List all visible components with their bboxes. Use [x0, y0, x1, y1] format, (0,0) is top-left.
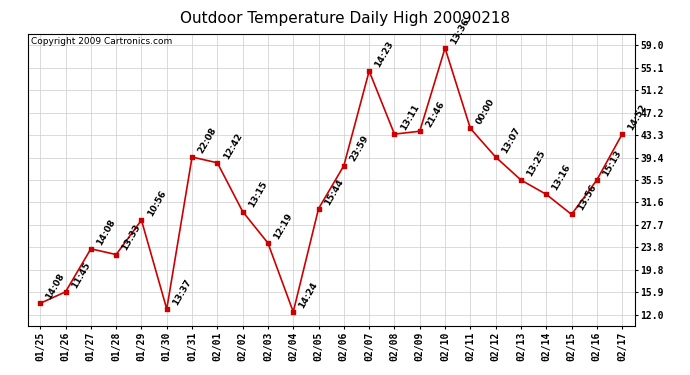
Point	[313, 206, 324, 212]
Text: 13:11: 13:11	[399, 103, 421, 132]
Text: 22:08: 22:08	[196, 126, 218, 155]
Point	[161, 306, 172, 312]
Point	[541, 191, 552, 197]
Text: 13:33: 13:33	[120, 223, 142, 252]
Point	[617, 131, 628, 137]
Point	[262, 240, 273, 246]
Text: 00:00: 00:00	[475, 98, 496, 126]
Text: 13:25: 13:25	[525, 148, 547, 178]
Text: 23:59: 23:59	[348, 134, 371, 164]
Text: 13:07: 13:07	[500, 126, 522, 155]
Point	[86, 246, 97, 252]
Point	[212, 160, 223, 166]
Text: 13:16: 13:16	[551, 163, 573, 192]
Point	[440, 45, 451, 51]
Point	[60, 289, 71, 295]
Text: Outdoor Temperature Daily High 20090218: Outdoor Temperature Daily High 20090218	[180, 11, 510, 26]
Text: 10:56: 10:56	[146, 189, 168, 218]
Text: 21:46: 21:46	[424, 100, 446, 129]
Text: 14:24: 14:24	[297, 280, 319, 310]
Text: 13:36: 13:36	[449, 16, 471, 46]
Point	[34, 300, 46, 306]
Text: 14:52: 14:52	[627, 102, 649, 132]
Text: 12:42: 12:42	[221, 131, 244, 160]
Text: 14:23: 14:23	[373, 39, 395, 69]
Point	[515, 177, 526, 183]
Text: 13:15: 13:15	[247, 180, 269, 209]
Point	[110, 252, 121, 258]
Point	[591, 177, 602, 183]
Point	[364, 68, 375, 74]
Point	[389, 131, 400, 137]
Text: 15:44: 15:44	[323, 177, 345, 207]
Text: 12:19: 12:19	[272, 211, 295, 241]
Text: Copyright 2009 Cartronics.com: Copyright 2009 Cartronics.com	[30, 37, 172, 46]
Point	[465, 125, 476, 131]
Point	[414, 128, 425, 134]
Point	[136, 217, 147, 223]
Point	[490, 154, 501, 160]
Point	[186, 154, 197, 160]
Text: 13:56: 13:56	[575, 183, 598, 212]
Text: 11:45: 11:45	[70, 260, 92, 290]
Text: 15:13: 15:13	[601, 148, 623, 178]
Point	[566, 211, 577, 217]
Point	[338, 163, 349, 169]
Point	[237, 209, 248, 214]
Text: 14:08: 14:08	[44, 272, 66, 301]
Text: 14:08: 14:08	[95, 217, 117, 247]
Text: 13:37: 13:37	[171, 278, 193, 307]
Point	[288, 309, 299, 315]
